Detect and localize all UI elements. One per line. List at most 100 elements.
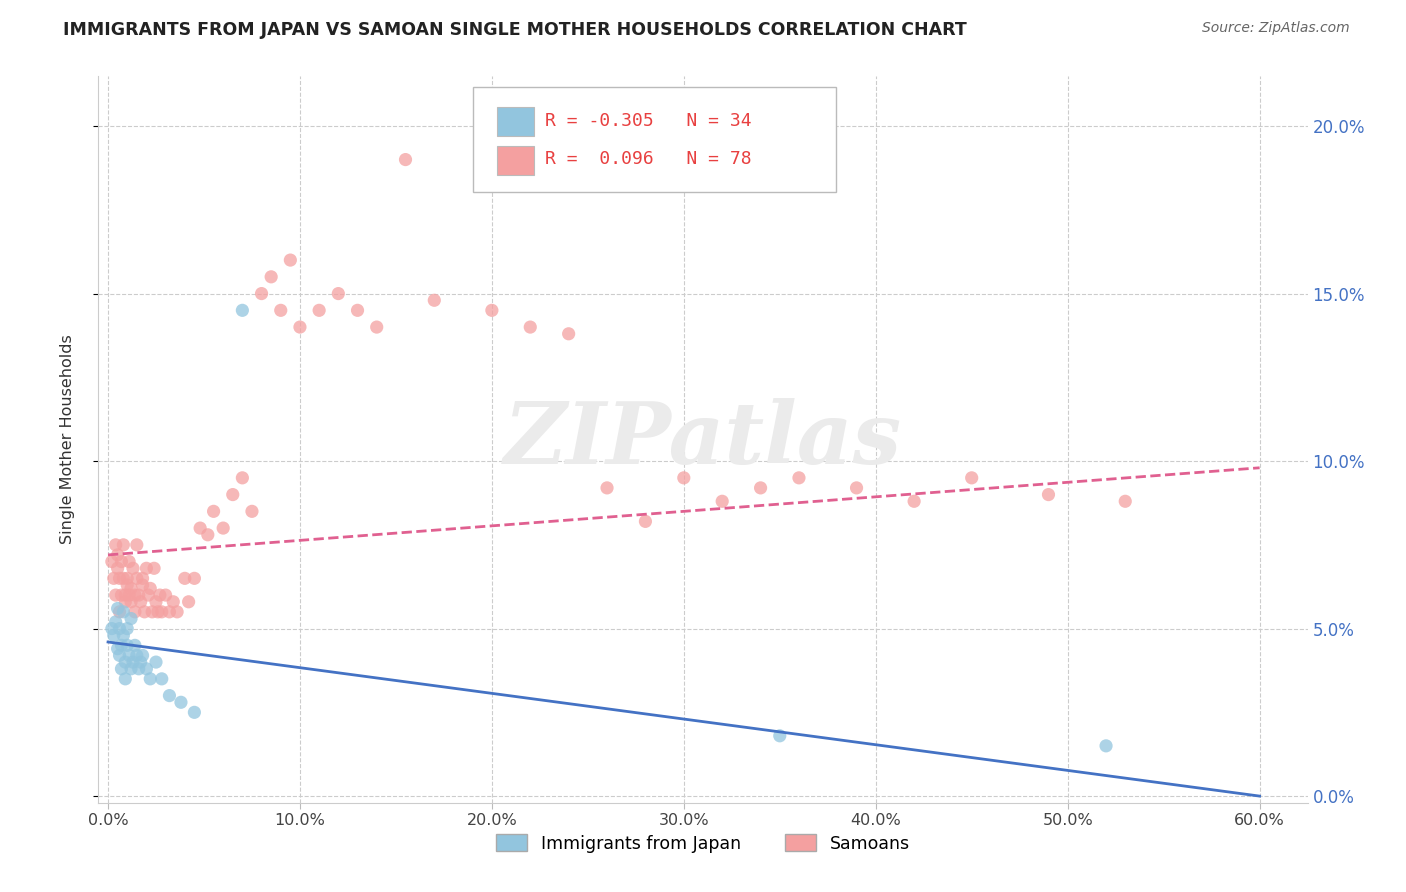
Point [145,655,167,669]
Point [118,648,141,663]
Text: Source: ZipAtlas.com: Source: ZipAtlas.com [1202,21,1350,35]
Point [308,303,330,318]
Point [188,521,211,535]
Point [519,320,541,334]
Point [114,588,136,602]
Point [280,253,302,268]
Point [110,588,132,602]
Point [139,582,162,596]
Text: ZIPatlas: ZIPatlas [503,398,903,481]
Point [143,561,166,575]
Point [131,648,153,663]
Point [141,605,163,619]
Point [596,481,619,495]
Point [845,481,868,495]
Point [231,303,253,318]
Point [108,571,131,585]
Point [134,605,156,619]
Point [346,303,368,318]
Point [122,655,145,669]
Point [110,662,132,676]
Point [212,521,235,535]
Point [202,504,225,518]
Point [366,320,388,334]
Point [170,695,193,709]
Point [124,638,146,652]
Point [104,615,127,629]
Point [110,555,132,569]
Point [112,605,135,619]
Point [101,622,124,636]
Point [129,595,152,609]
Point [124,588,146,602]
Point [131,571,153,585]
Point [155,588,177,602]
Point [634,515,657,529]
Point [139,672,162,686]
Point [1038,487,1060,501]
Point [1095,739,1118,753]
Point [135,561,157,575]
Point [104,588,127,602]
Point [481,303,503,318]
Point [120,611,142,625]
Point [183,571,205,585]
Point [288,320,311,334]
Point [101,555,124,569]
Point [769,729,792,743]
Point [231,471,253,485]
Y-axis label: Single Mother Households: Single Mother Households [60,334,75,544]
Point [110,638,132,652]
Point [107,601,129,615]
Point [128,662,150,676]
Point [120,595,142,609]
Point [150,672,173,686]
Point [145,595,167,609]
Point [711,494,734,508]
Point [135,662,157,676]
Point [125,648,148,663]
Point [128,588,150,602]
Point [1114,494,1136,508]
Point [197,528,219,542]
Point [787,471,810,485]
FancyBboxPatch shape [498,107,534,136]
Point [107,641,129,656]
Text: R = -0.305   N = 34: R = -0.305 N = 34 [544,112,751,130]
Point [107,548,129,562]
Point [222,487,245,501]
Point [250,286,273,301]
Point [118,588,141,602]
Point [115,638,138,652]
Point [260,269,283,284]
Point [173,571,195,585]
Point [124,605,146,619]
Point [903,494,925,508]
Point [146,605,169,619]
Point [120,582,142,596]
Point [136,588,159,602]
Point [118,555,141,569]
Text: R =  0.096   N = 78: R = 0.096 N = 78 [544,151,751,169]
Point [423,293,446,308]
Point [112,628,135,642]
Point [166,605,188,619]
Point [159,605,181,619]
Point [107,561,129,575]
Point [394,153,416,167]
Point [104,538,127,552]
Point [129,655,152,669]
Point [115,571,138,585]
Point [131,578,153,592]
Point [103,571,125,585]
Point [177,595,200,609]
Point [115,622,138,636]
Point [112,538,135,552]
Point [108,648,131,663]
Point [114,655,136,669]
Point [270,303,292,318]
Point [103,628,125,642]
Point [108,605,131,619]
Point [150,605,173,619]
Point [557,326,579,341]
